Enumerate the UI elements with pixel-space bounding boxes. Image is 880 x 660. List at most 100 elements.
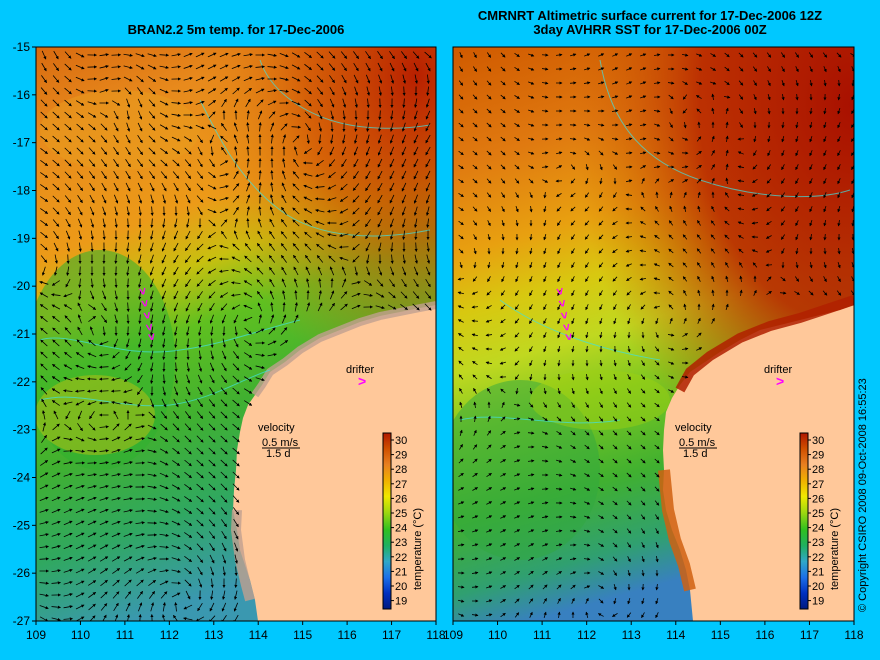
current-vector — [234, 218, 238, 228]
current-vector — [76, 123, 84, 131]
current-vector — [377, 218, 383, 228]
current-vector — [328, 255, 336, 263]
current-vector — [365, 146, 371, 156]
current-vector — [304, 231, 312, 239]
current-vector — [314, 197, 325, 201]
x-tick-label: 116 — [755, 628, 774, 642]
current-vector — [341, 266, 347, 276]
current-vector — [148, 123, 156, 131]
current-vector — [161, 266, 167, 276]
current-vector — [292, 219, 300, 227]
current-vector — [99, 88, 109, 93]
current-vector — [414, 242, 418, 253]
current-vector — [282, 158, 286, 168]
current-vector — [243, 64, 253, 69]
current-vector — [123, 65, 133, 70]
current-vector — [327, 184, 337, 190]
current-vector — [328, 159, 336, 167]
current-vector — [316, 51, 324, 59]
current-vector — [328, 171, 336, 179]
current-vector — [245, 98, 251, 108]
current-vector — [185, 230, 191, 240]
current-vector — [64, 171, 72, 179]
current-vector — [327, 197, 337, 202]
current-vector — [111, 53, 122, 57]
current-vector — [185, 243, 191, 252]
current-vector — [402, 266, 407, 276]
current-vector — [270, 182, 274, 192]
y-tick-label: -27 — [13, 614, 31, 628]
current-vector — [137, 147, 143, 156]
current-vector — [147, 53, 157, 58]
current-vector — [377, 194, 383, 204]
current-vector — [402, 98, 406, 109]
current-vector — [340, 171, 348, 179]
current-vector — [267, 53, 277, 57]
current-vector — [329, 266, 335, 276]
current-vector — [342, 98, 347, 108]
current-vector — [183, 64, 193, 69]
current-vector — [51, 293, 61, 297]
current-vector — [137, 182, 143, 192]
current-vector — [173, 278, 179, 288]
current-vector — [52, 147, 60, 155]
current-vector — [244, 87, 253, 95]
current-vector — [353, 171, 359, 180]
current-vector — [135, 64, 145, 70]
current-vector — [65, 207, 71, 216]
current-vector — [232, 195, 240, 203]
x-tick-label: 113 — [204, 628, 223, 642]
current-vector — [66, 254, 70, 265]
current-vector — [78, 266, 82, 277]
current-vector — [66, 242, 70, 252]
current-vector — [351, 292, 361, 297]
current-vector — [426, 254, 431, 264]
current-vector — [161, 242, 167, 252]
current-vector — [282, 290, 286, 300]
current-vector — [208, 171, 216, 179]
current-vector — [269, 290, 275, 300]
current-vector — [208, 291, 216, 299]
current-vector — [161, 254, 167, 264]
current-vector — [41, 266, 46, 276]
current-vector — [269, 230, 275, 239]
current-vector — [353, 74, 359, 84]
current-vector — [138, 110, 143, 120]
drifter-symbol: > — [776, 373, 784, 389]
current-vector — [125, 146, 131, 156]
current-vector — [219, 281, 229, 286]
current-vector — [282, 301, 286, 312]
current-vector — [341, 74, 347, 84]
current-vector — [354, 122, 358, 133]
current-vector — [293, 158, 299, 167]
current-vector — [219, 244, 229, 249]
current-vector — [219, 185, 229, 189]
current-vector — [40, 184, 49, 190]
current-vector — [402, 230, 406, 240]
current-vector — [64, 63, 72, 71]
current-vector — [197, 291, 203, 300]
current-vector — [377, 51, 383, 60]
current-vector — [135, 53, 145, 58]
current-vector — [244, 255, 252, 263]
x-tick-label: 110 — [71, 628, 90, 642]
current-vector — [183, 101, 193, 105]
current-vector — [40, 123, 48, 131]
current-vector — [159, 136, 169, 142]
current-vector — [318, 122, 322, 132]
current-vector — [99, 65, 109, 69]
current-vector — [414, 218, 418, 228]
current-vector — [136, 75, 144, 83]
y-tick-label: -24 — [13, 471, 31, 485]
drifter-symbol: > — [358, 373, 366, 389]
current-vector — [111, 77, 121, 81]
current-vector — [138, 242, 142, 252]
current-vector — [40, 172, 49, 178]
current-vector — [378, 86, 382, 96]
current-vector — [425, 158, 431, 168]
current-vector — [270, 169, 274, 180]
current-vector — [126, 326, 130, 337]
current-vector — [219, 64, 229, 70]
current-vector — [389, 279, 395, 288]
